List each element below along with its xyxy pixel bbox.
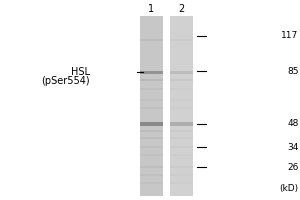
FancyBboxPatch shape [170, 39, 193, 41]
FancyBboxPatch shape [140, 166, 163, 168]
FancyBboxPatch shape [140, 130, 163, 132]
FancyBboxPatch shape [170, 146, 193, 148]
FancyBboxPatch shape [170, 79, 193, 81]
FancyBboxPatch shape [170, 182, 193, 184]
FancyBboxPatch shape [170, 71, 193, 74]
FancyBboxPatch shape [140, 174, 163, 176]
FancyBboxPatch shape [140, 137, 163, 139]
Text: HSL: HSL [71, 67, 90, 77]
FancyBboxPatch shape [140, 146, 163, 148]
Text: (kD): (kD) [279, 184, 298, 194]
FancyBboxPatch shape [140, 39, 163, 41]
FancyBboxPatch shape [170, 137, 193, 139]
Text: 48: 48 [287, 119, 298, 129]
Text: 34: 34 [287, 142, 298, 152]
FancyBboxPatch shape [140, 16, 163, 196]
FancyBboxPatch shape [140, 154, 163, 156]
FancyBboxPatch shape [170, 107, 193, 109]
FancyBboxPatch shape [140, 99, 163, 101]
Text: (pSer554): (pSer554) [41, 76, 90, 86]
FancyBboxPatch shape [170, 154, 193, 156]
FancyBboxPatch shape [170, 174, 193, 176]
FancyBboxPatch shape [140, 79, 163, 81]
FancyBboxPatch shape [140, 107, 163, 109]
FancyBboxPatch shape [140, 88, 163, 90]
FancyBboxPatch shape [170, 16, 193, 196]
Text: 26: 26 [287, 162, 298, 171]
FancyBboxPatch shape [140, 122, 163, 126]
Text: 117: 117 [281, 31, 298, 40]
FancyBboxPatch shape [170, 122, 193, 126]
FancyBboxPatch shape [170, 166, 193, 168]
Text: 85: 85 [287, 66, 298, 75]
FancyBboxPatch shape [140, 182, 163, 184]
Text: 2: 2 [178, 4, 184, 14]
FancyBboxPatch shape [170, 88, 193, 90]
FancyBboxPatch shape [140, 71, 163, 74]
Text: 1: 1 [148, 4, 154, 14]
FancyBboxPatch shape [170, 99, 193, 101]
FancyBboxPatch shape [170, 130, 193, 132]
